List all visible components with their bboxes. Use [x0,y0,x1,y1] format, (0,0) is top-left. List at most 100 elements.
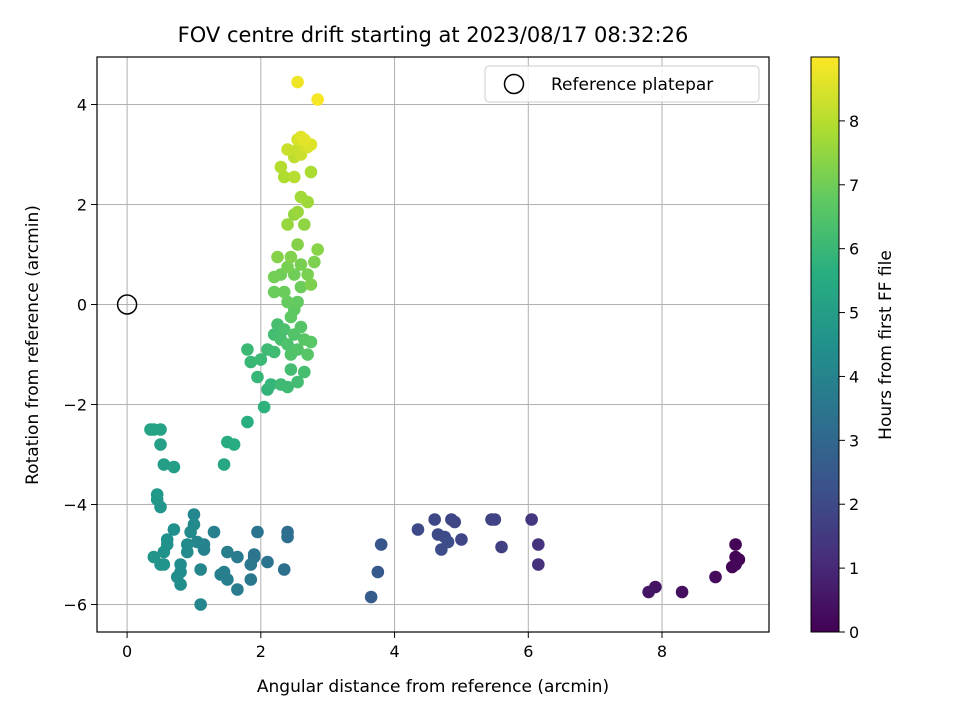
data-point [157,458,171,471]
data-point [374,538,388,551]
colorbar-tick-label: 7 [849,176,859,195]
data-point [495,540,508,554]
data-point [284,363,298,376]
data-point [297,218,311,231]
data-point [154,438,167,451]
data-point [287,170,301,184]
y-tick-label: −4 [63,496,87,515]
data-point [187,508,201,521]
y-tick-label: 2 [77,196,87,215]
data-point [214,568,228,581]
y-axis: −6 −4 −2 0 2 4 [63,96,97,615]
colorbar-gradient [810,56,840,633]
data-point [231,550,244,564]
data-point [294,258,308,271]
x-tick-label: 0 [122,642,132,661]
data-point [251,370,264,384]
data-point [217,458,231,471]
data-point [174,578,187,591]
x-axis: 0 2 4 6 8 [122,632,667,661]
data-point [304,278,318,291]
data-point [448,515,462,529]
data-point [244,573,258,586]
data-point [277,285,291,299]
data-point [291,375,304,389]
data-point [244,355,258,369]
data-point [251,525,264,539]
x-axis-label: Angular distance from reference (arcmin) [257,677,609,697]
data-point [167,523,181,536]
data-point [144,423,157,436]
data-point [675,585,689,599]
data-point [304,335,318,349]
data-point [281,338,294,351]
data-point [180,545,194,559]
data-point [291,238,304,251]
data-point [207,525,221,539]
data-point [294,320,308,334]
legend-entry-label: Reference platepar [551,75,713,95]
data-point [304,165,318,179]
data-point [157,545,171,559]
data-point [147,550,161,564]
data-point [267,270,281,284]
data-point [267,285,281,299]
colorbar-tick-label: 4 [849,367,859,386]
grid [97,57,769,632]
colorbar-tick-label: 1 [849,559,859,578]
data-point [254,353,268,366]
y-axis-label: Rotation from reference (arcmin) [23,205,43,485]
data-point [291,205,304,219]
colorbar-tick-label: 8 [849,112,859,131]
data-point [364,590,378,604]
y-tick-label: −2 [63,396,87,415]
data-point [729,538,742,551]
data-point [231,583,244,596]
data-point [642,585,655,599]
x-tick-label: 4 [389,642,399,661]
colorbar-tick-label: 3 [849,431,859,450]
data-point [435,543,448,556]
data-point [257,400,271,414]
x-tick-label: 6 [523,642,533,661]
x-tick-label: 8 [657,642,667,661]
data-point [281,143,294,156]
data-point [311,243,324,256]
data-point [244,558,258,571]
data-points [144,75,746,611]
data-point [264,378,278,391]
data-point [525,513,538,526]
data-point [167,460,181,474]
data-point [428,513,441,526]
data-point [284,250,298,264]
data-point [261,555,274,569]
data-point [277,323,291,336]
data-point [301,268,314,281]
data-point [277,563,291,576]
data-point [194,598,207,611]
data-point [281,380,294,394]
data-point [281,295,294,309]
data-point [184,525,197,539]
data-point [709,570,722,584]
colorbar-ticks: 0 1 2 3 4 5 6 7 8 [839,112,859,642]
y-tick-label: 0 [77,296,87,315]
data-point [371,565,385,579]
data-point [297,133,311,146]
plot-frame [96,56,770,633]
data-point [150,488,164,501]
data-point [221,545,234,559]
data-point [271,250,284,264]
data-point [291,75,304,89]
data-point [297,365,311,379]
data-point [281,530,294,544]
data-point [532,538,545,551]
y-tick-label: 4 [77,96,87,115]
data-point [294,280,308,294]
data-point [301,348,314,361]
legend-box [484,65,760,103]
data-point [411,523,425,536]
data-point [311,93,324,106]
data-point [291,295,304,309]
